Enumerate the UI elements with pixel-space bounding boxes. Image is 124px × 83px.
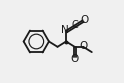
Text: O: O: [80, 15, 88, 25]
Text: C: C: [72, 20, 78, 30]
Text: N: N: [61, 25, 69, 36]
Text: O: O: [79, 41, 88, 51]
Text: O: O: [71, 54, 79, 64]
